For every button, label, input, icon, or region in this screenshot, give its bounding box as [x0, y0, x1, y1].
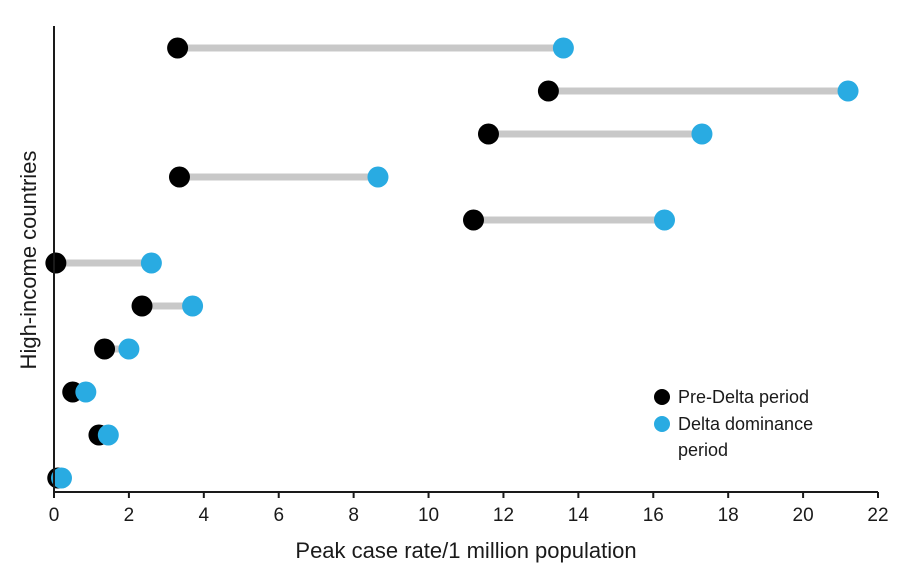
delta-point: [367, 166, 389, 188]
legend-delta-label: Delta dominance period: [678, 414, 813, 460]
x-ticks: 0 2 4 6 8 10 12 14 16 18 20 22: [49, 492, 889, 526]
x-axis-title: Peak case rate/1 million population: [295, 538, 636, 563]
x-tick-label: 22: [867, 505, 888, 526]
legend-delta-marker: [654, 416, 670, 432]
pre-delta-point: [168, 166, 190, 188]
x-tick-label: 18: [718, 505, 739, 526]
x-tick-label: 4: [199, 505, 210, 526]
delta-point: [140, 252, 162, 274]
pre-delta-point: [45, 252, 67, 274]
delta-point: [97, 424, 119, 446]
pre-delta-point: [477, 123, 499, 145]
delta-point: [75, 381, 97, 403]
x-tick-label: 6: [273, 505, 284, 526]
legend-pre-delta-marker: [654, 389, 670, 405]
legend-pre-delta-label: Pre-Delta period: [678, 387, 809, 407]
x-tick-label: 2: [124, 505, 135, 526]
pre-delta-point: [131, 295, 153, 317]
pre-delta-point: [94, 338, 116, 360]
y-axis-title: High-income countries: [16, 151, 41, 370]
pre-delta-point: [167, 37, 189, 59]
delta-point: [182, 295, 204, 317]
delta-point: [691, 123, 713, 145]
x-tick-label: 16: [643, 505, 664, 526]
delta-point: [837, 80, 859, 102]
x-tick-label: 12: [493, 505, 514, 526]
legend: Pre-Delta period Delta dominance period: [654, 387, 813, 460]
delta-point: [50, 467, 72, 489]
pre-delta-point: [537, 80, 559, 102]
plot-area: [45, 37, 859, 489]
delta-point: [654, 209, 676, 231]
x-tick-label: 8: [348, 505, 359, 526]
pre-delta-point: [462, 209, 484, 231]
x-tick-label: 20: [793, 505, 814, 526]
x-tick-label: 0: [49, 505, 60, 526]
delta-point: [552, 37, 574, 59]
axes: 0 2 4 6 8 10 12 14 16 18 20 22: [49, 26, 889, 526]
x-tick-label: 10: [418, 505, 439, 526]
x-tick-label: 14: [568, 505, 590, 526]
delta-point: [118, 338, 140, 360]
